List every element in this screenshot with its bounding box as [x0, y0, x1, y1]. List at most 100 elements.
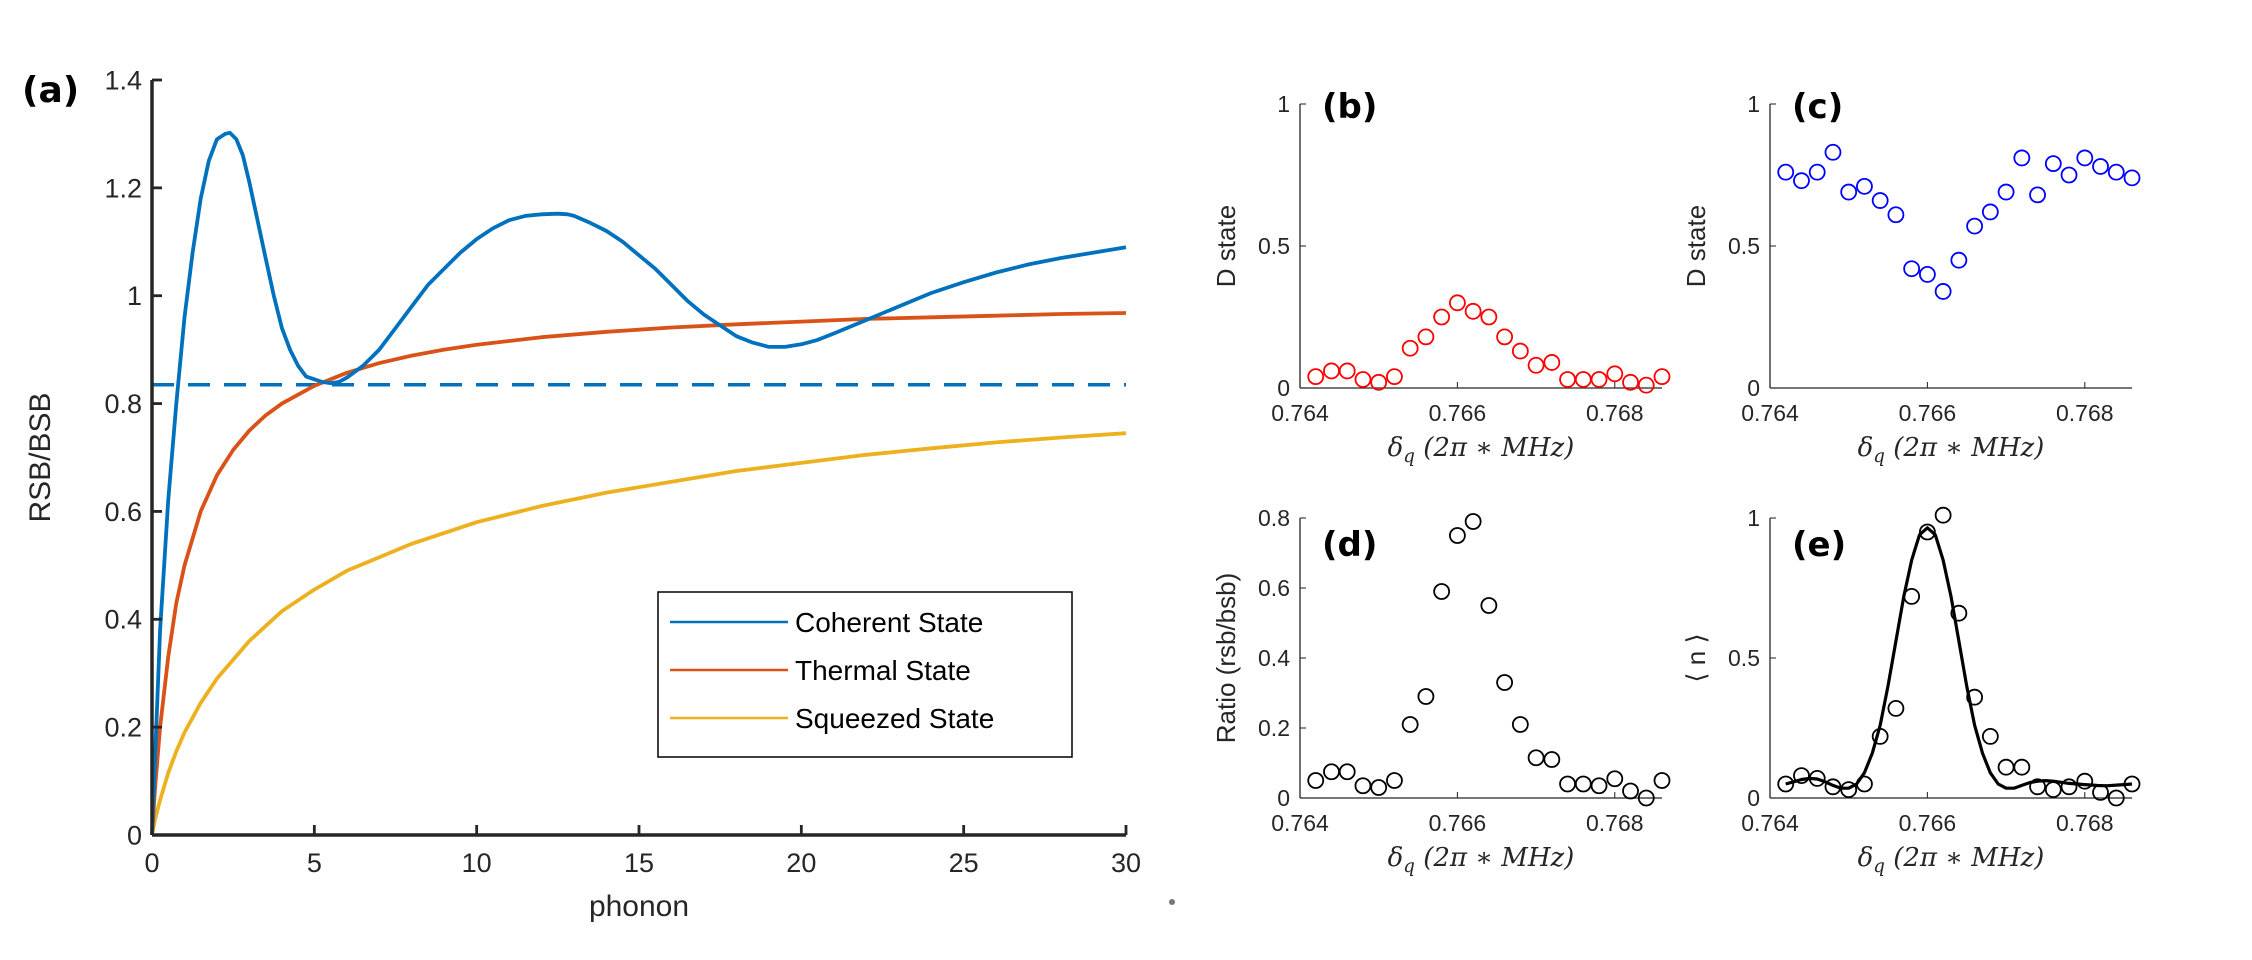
x-tick-label: 0.766 — [1899, 810, 1957, 836]
data-point — [1448, 527, 1466, 544]
panel-label: (e) — [1792, 525, 1846, 565]
y-axis-label: RSB/BSB — [24, 392, 57, 522]
x-tick-label: 25 — [949, 848, 979, 878]
data-point — [1386, 772, 1403, 789]
x-tick-label: 0.768 — [2056, 810, 2114, 836]
chart-panel-a: 0 5 10 15 20 25 30 0 0.2 0.4 0.6 0.8 1 1.2 1.4 (a) phono… — [22, 65, 1141, 923]
data-point — [2092, 158, 2109, 175]
data-point — [1496, 674, 1514, 691]
x-axis-label: phonon — [589, 890, 689, 923]
series-line-squeezed-state — [150, 431, 1127, 836]
x-tick-label: 0.764 — [1741, 810, 1799, 836]
y-axis-label: ⟨ n ⟩ — [1681, 633, 1711, 682]
data-point — [1918, 523, 1936, 541]
y-axis-label: Ratio (rsb/bsb) — [1211, 573, 1241, 744]
x-tick-label: 0.764 — [1271, 810, 1329, 836]
data-point — [1574, 371, 1592, 388]
data-point — [2076, 772, 2094, 790]
data-point — [2013, 758, 2031, 776]
x-axis-label: δq (2π ∗ MHz) — [1388, 433, 1575, 467]
data-point — [2092, 784, 2109, 801]
y-axis-label: D state — [1681, 205, 1711, 287]
y-tick-label: 1 — [1747, 91, 1760, 117]
data-point — [1527, 356, 1545, 374]
y-tick-label: 0 — [1277, 785, 1290, 811]
data-point — [2107, 163, 2125, 181]
data-point — [1981, 203, 1999, 221]
y-tick-label: 0.5 — [1258, 233, 1290, 259]
data-point — [1808, 770, 1826, 787]
x-axis-label: δq (2π ∗ MHz) — [1858, 433, 2045, 467]
x-tick-label: 30 — [1111, 848, 1141, 878]
y-tick-label: 1 — [1747, 505, 1760, 531]
y-tick-label: 0.8 — [1258, 505, 1290, 531]
data-point — [1433, 583, 1451, 600]
data-point — [1543, 354, 1561, 371]
x-tick-label: 0.768 — [1586, 810, 1644, 836]
data-point — [1966, 688, 1984, 706]
y-tick-label: 1 — [1277, 91, 1290, 117]
data-point — [1934, 506, 1952, 524]
x-tick-label: 0.764 — [1741, 400, 1799, 426]
y-tick-label: 0.4 — [104, 605, 142, 635]
x-axis-label: δq (2π ∗ MHz) — [1858, 843, 2045, 877]
data-point — [1401, 716, 1419, 733]
y-tick-label: 0 — [1747, 785, 1760, 811]
data-point — [1559, 775, 1576, 793]
x-axis-label: δq (2π ∗ MHz) — [1388, 843, 1575, 877]
data-point — [1511, 342, 1529, 360]
data-point — [1606, 365, 1624, 383]
data-point — [1653, 772, 1671, 789]
data-point — [1370, 779, 1388, 796]
legend-entry: Coherent State — [795, 607, 983, 638]
y-tick-label: 0.2 — [1258, 715, 1290, 741]
data-point — [1464, 513, 1482, 530]
data-point — [2107, 789, 2125, 807]
data-point — [1856, 775, 1873, 793]
data-point — [1354, 777, 1372, 795]
data-point — [1511, 716, 1529, 733]
y-tick-label: 1.2 — [104, 173, 142, 203]
x-tick-label: 0.764 — [1271, 400, 1329, 426]
data-point — [1997, 183, 2015, 201]
data-point — [1824, 143, 1842, 161]
data-point — [1856, 177, 1873, 195]
x-tick-label: 0.766 — [1429, 810, 1487, 836]
data-point — [1386, 368, 1403, 386]
data-point — [1417, 688, 1435, 705]
data-point — [1637, 376, 1655, 394]
series-line-coherent-state — [150, 130, 1127, 836]
stray-dot-mark — [1169, 899, 1175, 905]
data-point — [1480, 597, 1498, 614]
data-point — [1323, 362, 1340, 380]
data-point — [2029, 778, 2046, 796]
y-tick-label: 0.6 — [104, 497, 142, 527]
x-tick-label: 0 — [144, 848, 159, 878]
data-point — [1824, 778, 1842, 796]
chart-panel-b: 0.764 0.766 0.768 0 0.5 1 (b) δq (2π ∗ MHz) D st… — [1211, 87, 1671, 467]
data-point — [1840, 183, 1858, 201]
data-point — [1903, 260, 1921, 278]
legend: Coherent State Thermal State Squeezed Stat… — [657, 591, 1073, 758]
data-point — [1401, 339, 1419, 357]
fit-curve — [1785, 526, 2133, 790]
data-point — [1496, 328, 1514, 346]
data-point — [1777, 775, 1795, 793]
data-point — [1559, 371, 1576, 388]
data-point — [1840, 781, 1858, 798]
x-tick-label: 15 — [624, 848, 654, 878]
data-point — [1527, 749, 1545, 767]
x-tick-label: 5 — [307, 848, 322, 878]
data-point — [1981, 728, 1999, 745]
data-point — [1903, 588, 1921, 605]
panel-label: (b) — [1322, 87, 1377, 127]
data-point — [1887, 700, 1905, 717]
y-tick-label: 0.6 — [1258, 575, 1290, 601]
y-tick-label: 0.4 — [1258, 645, 1290, 671]
y-axis-label: D state — [1211, 205, 1241, 287]
chart-panel-e: 0.764 0.766 0.768 0 0.5 1 (e) δq (2π ∗ MHz) ⟨ n … — [1681, 505, 2141, 877]
y-tick-label: 0.5 — [1728, 233, 1760, 259]
data-point — [1354, 371, 1372, 388]
legend-entry: Thermal State — [795, 655, 971, 686]
